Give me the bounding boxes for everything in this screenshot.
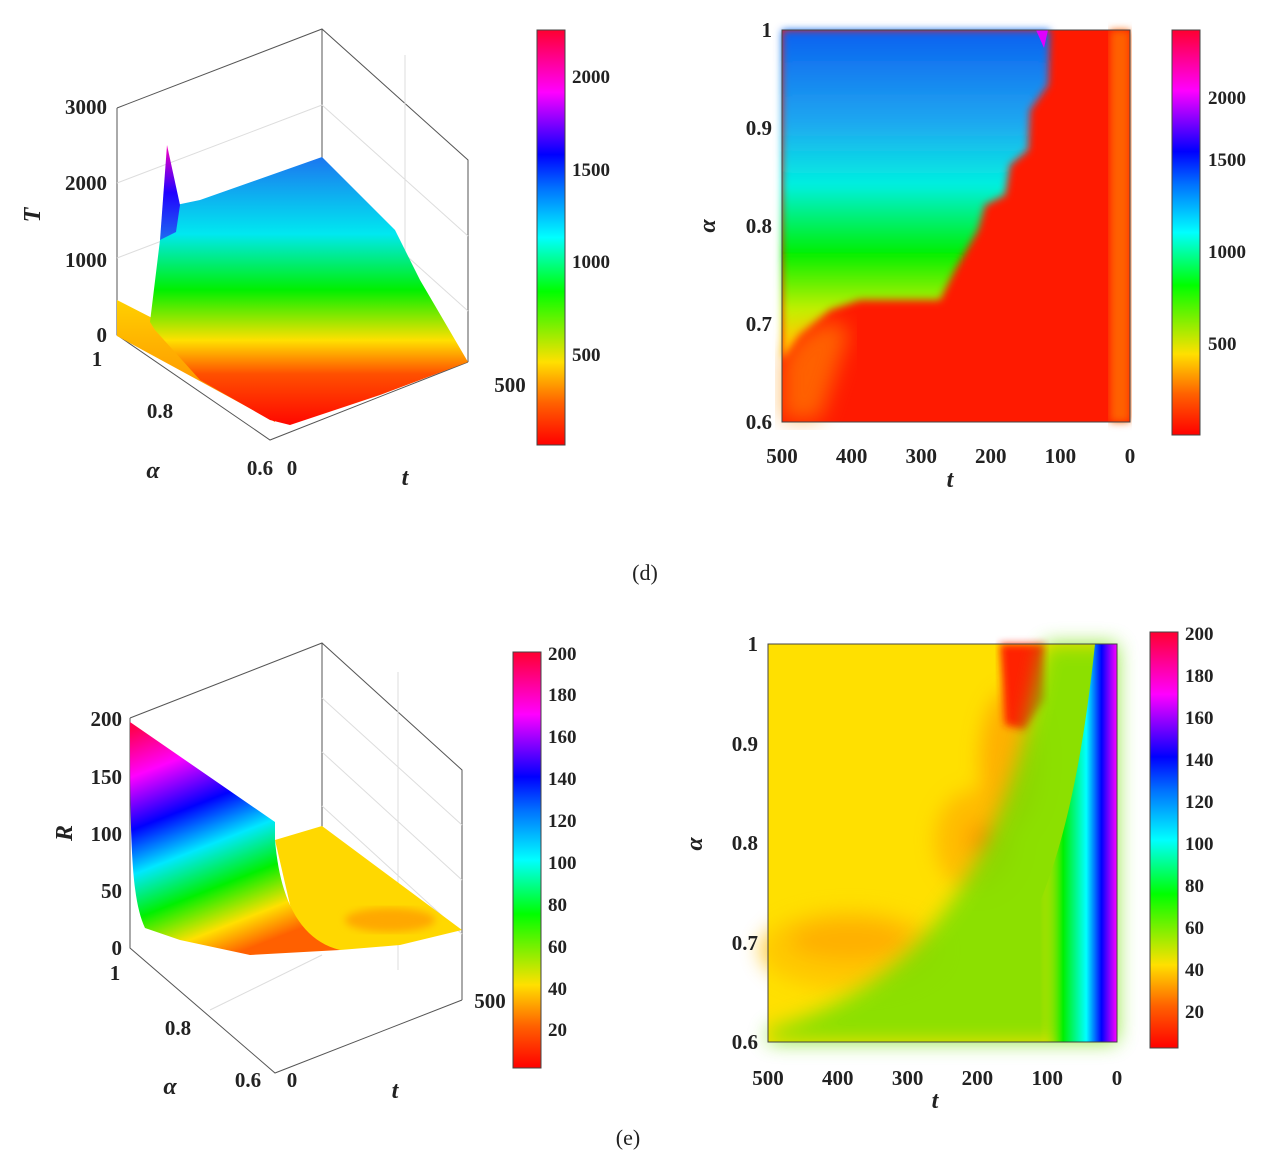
alpha-tick-label: 0.8	[732, 831, 758, 855]
z-tick-label: 2000	[65, 171, 107, 195]
z-tick-label: 150	[91, 765, 123, 789]
colorbar-tick-label: 120	[1185, 792, 1214, 813]
z-axis-label: R	[52, 825, 78, 842]
colorbar-tick-label: 180	[548, 685, 577, 706]
colorbar-tick-label: 60	[548, 937, 567, 958]
alpha-tick-label: 0.7	[746, 312, 772, 336]
colorbar-tick-label: 40	[548, 979, 567, 1000]
t-tick-label: 400	[822, 1066, 854, 1090]
colorbar-tick-label: 60	[1185, 918, 1204, 939]
colorbar-tick-label: 2000	[1208, 88, 1246, 109]
z-tick-label: 0	[97, 323, 108, 347]
alpha-tick-label: 0.8	[165, 1016, 191, 1040]
alpha-tick-label: 1	[748, 632, 759, 656]
alpha-tick-label: 0.6	[732, 1030, 758, 1054]
z-tick-label: 3000	[65, 95, 107, 119]
t-axis-label: t	[947, 467, 955, 493]
colorbar-tick-label: 80	[548, 895, 567, 916]
caption-d: (d)	[632, 560, 658, 585]
alpha-axis-label: α	[682, 837, 708, 851]
colorbar-tick-label: 40	[1185, 960, 1204, 981]
alpha-tick-label: 1	[762, 18, 773, 42]
alpha-tick-label: 0.6	[746, 410, 772, 434]
colorbar-tick-label: 200	[548, 644, 577, 665]
colorbar-tick-label: 2000	[572, 67, 610, 88]
t-tick-label: 200	[975, 444, 1007, 468]
t-axis-label: t	[392, 1078, 400, 1104]
t-tick-label: 0	[1112, 1066, 1123, 1090]
colorbar-tick-label: 200	[1185, 624, 1214, 645]
colorbar-tick-label: 1000	[1208, 242, 1246, 263]
colorbar-tick-label: 180	[1185, 666, 1214, 687]
e-surface-wall	[130, 722, 340, 955]
alpha-tick-label: 1	[92, 347, 103, 371]
colorbar-tick-label: 500	[572, 345, 601, 366]
colorbar-tick-label: 100	[1185, 834, 1214, 855]
alpha-tick-label: 0.9	[746, 116, 772, 140]
t-tick-label: 0	[1125, 444, 1136, 468]
e-surface-colorbar	[512, 651, 542, 1069]
t-tick-label: 100	[1045, 444, 1077, 468]
t-tick-label: 0	[287, 1068, 298, 1092]
alpha-tick-label: 0.8	[746, 214, 772, 238]
alpha-tick-label: 0.7	[732, 931, 758, 955]
z-tick-label: 50	[101, 879, 122, 903]
z-tick-label: 100	[91, 822, 123, 846]
z-tick-label: 200	[91, 707, 123, 731]
e-contour-plot	[760, 643, 1118, 1043]
t-tick-label: 300	[892, 1066, 924, 1090]
colorbar-tick-label: 140	[548, 769, 577, 790]
colorbar-tick-label: 500	[1208, 334, 1237, 355]
t-tick-label: 300	[905, 444, 937, 468]
colorbar-tick-label: 140	[1185, 750, 1214, 771]
z-tick-label: 1000	[65, 248, 107, 272]
colorbar-tick-label: 20	[1185, 1002, 1204, 1023]
alpha-tick-label: 0.9	[732, 732, 758, 756]
e-contour-colorbar	[1149, 631, 1179, 1049]
alpha-axis-label: α	[146, 458, 160, 484]
e-surface-plot	[129, 642, 463, 1074]
t-tick-label: 500	[494, 373, 526, 397]
colorbar-tick-label: 1000	[572, 252, 610, 273]
alpha-tick-label: 0.8	[147, 399, 173, 423]
t-tick-label: 100	[1031, 1066, 1063, 1090]
t-axis-label: t	[402, 465, 410, 491]
d-contour-colorbar	[1171, 29, 1201, 436]
d-contour-plot	[781, 29, 1131, 423]
t-axis-label: t	[932, 1088, 940, 1114]
alpha-axis-label: α	[163, 1074, 177, 1100]
colorbar-tick-label: 1500	[572, 160, 610, 181]
d-contour-cold-region	[782, 30, 1050, 360]
colorbar-tick-label: 100	[548, 853, 577, 874]
d-surface-colorbar	[536, 29, 566, 446]
colorbar-tick-label: 1500	[1208, 150, 1246, 171]
alpha-tick-label: 1	[110, 961, 121, 985]
d-surface-spike	[160, 145, 180, 240]
z-axis-label: T	[20, 206, 46, 222]
e-surface-box	[129, 642, 463, 1074]
caption-e: (e)	[616, 1125, 640, 1150]
alpha-tick-label: 0.6	[247, 456, 273, 480]
t-tick-label: 500	[766, 444, 798, 468]
t-tick-label: 400	[836, 444, 868, 468]
colorbar-tick-label: 160	[548, 727, 577, 748]
z-tick-label: 0	[112, 936, 123, 960]
t-tick-label: 200	[962, 1066, 994, 1090]
t-tick-label: 500	[752, 1066, 784, 1090]
alpha-axis-label: α	[695, 219, 721, 233]
t-tick-label: 500	[474, 989, 506, 1013]
colorbar-tick-label: 160	[1185, 708, 1214, 729]
colorbar-tick-label: 20	[548, 1020, 567, 1041]
colorbar-tick-label: 120	[548, 811, 577, 832]
t-tick-label: 0	[287, 456, 298, 480]
alpha-tick-label: 0.6	[235, 1068, 261, 1092]
d-surface-main	[150, 157, 468, 425]
colorbar-tick-label: 80	[1185, 876, 1204, 897]
d-surface-plot	[116, 28, 469, 441]
